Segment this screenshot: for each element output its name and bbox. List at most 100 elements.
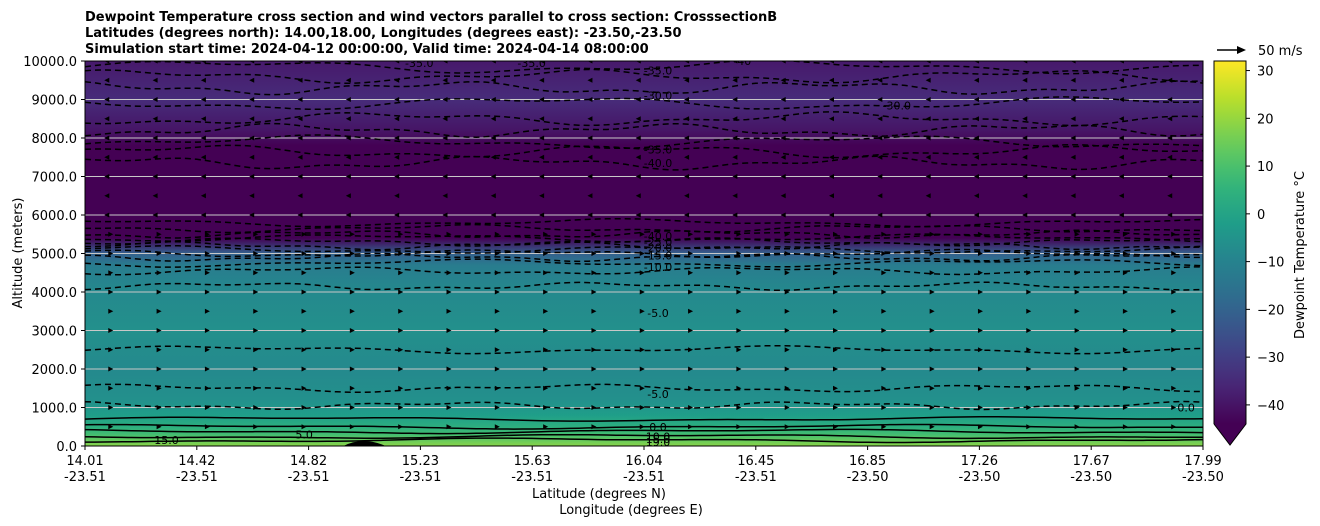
wind-vector <box>684 154 690 160</box>
wind-vector <box>1122 308 1128 314</box>
wind-vector <box>973 174 979 179</box>
wind-vector <box>1171 270 1177 276</box>
wind-vector <box>301 385 307 391</box>
wind-vector <box>297 135 303 141</box>
wind-vector <box>349 405 355 410</box>
contour-label: 0.0 <box>649 421 667 434</box>
wind-vector <box>639 308 645 314</box>
wind-vector <box>780 193 786 199</box>
wind-vector <box>780 61 786 64</box>
quiver-key-arrowhead <box>1237 46 1246 54</box>
chart-title-line-3: Simulation start time: 2024-04-12 00:00:… <box>85 42 649 57</box>
contour-line-dashed <box>85 233 1203 243</box>
wind-vector <box>152 193 158 199</box>
y-tick-label: 0.0 <box>56 440 77 455</box>
wind-vector <box>1167 61 1173 64</box>
contour-label: 19.0 <box>646 436 671 449</box>
wind-vector <box>635 97 641 102</box>
wind-vector <box>833 366 839 372</box>
wind-vector <box>1122 424 1128 430</box>
contour-line-dashed <box>85 111 1203 127</box>
wind-vector <box>635 174 641 179</box>
wind-vector <box>784 385 790 391</box>
wind-vector <box>780 154 786 160</box>
wind-vector <box>1026 251 1032 256</box>
wind-vector <box>829 193 835 199</box>
wind-vector <box>200 154 206 160</box>
wind-vector <box>977 424 983 430</box>
wind-vector <box>973 154 979 160</box>
wind-vector <box>108 424 114 430</box>
wind-vector <box>301 231 307 237</box>
wind-vector <box>1074 289 1080 295</box>
x-tick-label-longitude: -23.51 <box>511 470 553 485</box>
wind-vector <box>587 212 593 218</box>
wind-vector <box>1171 289 1177 295</box>
wind-vector <box>688 424 694 430</box>
colorbar-body <box>1214 61 1246 424</box>
wind-vector <box>639 424 645 430</box>
wind-vector <box>152 212 158 218</box>
wind-vector <box>688 328 694 333</box>
wind-vector <box>1022 61 1028 64</box>
wind-vector <box>977 231 983 237</box>
wind-vector <box>1026 366 1032 372</box>
wind-vector <box>732 193 738 199</box>
wind-vector <box>732 135 738 141</box>
wind-vector <box>1070 61 1076 64</box>
wind-vector <box>200 97 206 102</box>
wind-vector <box>394 61 400 64</box>
colorbar-tick-label: 10 <box>1257 160 1274 175</box>
wind-vector <box>732 97 738 102</box>
wind-vector <box>784 308 790 314</box>
contour-label: 0.0 <box>1177 402 1195 415</box>
wind-vector <box>345 61 351 64</box>
wind-vector <box>394 97 400 102</box>
wind-vector <box>736 289 742 295</box>
wind-vector <box>204 405 210 410</box>
wind-vector <box>398 385 404 391</box>
x-tick-label-latitude: 17.67 <box>1073 454 1110 469</box>
wind-vector <box>204 308 210 314</box>
y-axis: 0.0 1000.0 2000.0 3000.0 4000.0 5000.0 6000.0 7… <box>23 55 85 455</box>
y-axis-label: Altitude (meters) <box>11 198 26 309</box>
wind-vector <box>156 328 162 333</box>
wind-vector <box>973 135 979 141</box>
wind-vector <box>394 154 400 160</box>
wind-vector <box>398 231 404 237</box>
chart-title-line-2: Latitudes (degrees north): 14.00,18.00, … <box>85 26 682 41</box>
contour-label: 10.0 <box>646 430 671 443</box>
wind-vector <box>1118 193 1124 199</box>
wind-vector <box>539 77 545 83</box>
wind-vector <box>301 347 307 353</box>
wind-vector <box>1022 116 1028 122</box>
wind-vector <box>349 270 355 276</box>
wind-vector <box>684 61 690 64</box>
wind-vector <box>925 154 931 160</box>
wind-vector <box>1122 231 1128 237</box>
wind-vector <box>1022 154 1028 160</box>
wind-vector <box>200 61 206 64</box>
wind-vector <box>829 174 835 179</box>
wind-vector <box>639 251 645 256</box>
wind-vector <box>1074 308 1080 314</box>
wind-vector <box>1070 116 1076 122</box>
wind-vector <box>204 366 210 372</box>
wind-vector <box>1074 231 1080 237</box>
wind-vector <box>688 289 694 295</box>
wind-vector <box>446 385 452 391</box>
wind-vector <box>639 385 645 391</box>
y-tick-label: 10000.0 <box>23 55 77 70</box>
wind-vector <box>1026 347 1032 353</box>
chart-title-line-1: Dewpoint Temperature cross section and w… <box>85 10 777 25</box>
wind-vector <box>490 97 496 102</box>
wind-vector <box>543 385 549 391</box>
wind-vector <box>1026 231 1032 237</box>
wind-vector <box>301 328 307 333</box>
wind-vector <box>108 366 114 372</box>
wind-vector <box>833 405 839 410</box>
wind-vector <box>442 77 448 83</box>
wind-vector <box>253 328 259 333</box>
wind-vector <box>152 174 158 179</box>
wind-vector <box>877 97 883 102</box>
